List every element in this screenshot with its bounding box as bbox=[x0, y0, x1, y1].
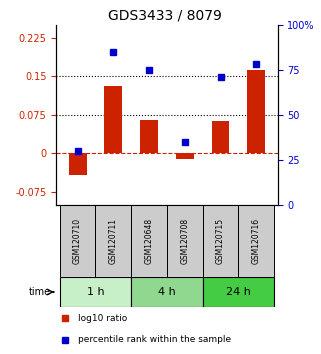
Text: 1 h: 1 h bbox=[87, 287, 104, 297]
Bar bbox=[203, 205, 239, 277]
Text: 24 h: 24 h bbox=[226, 287, 251, 297]
Bar bbox=[239, 205, 274, 277]
Bar bbox=[60, 277, 131, 307]
Text: GSM120648: GSM120648 bbox=[144, 218, 153, 264]
Text: GSM120715: GSM120715 bbox=[216, 218, 225, 264]
Text: 4 h: 4 h bbox=[158, 287, 176, 297]
Bar bbox=[140, 120, 158, 153]
Text: percentile rank within the sample: percentile rank within the sample bbox=[78, 335, 231, 344]
Bar bbox=[131, 277, 203, 307]
Text: GDS3433 / 8079: GDS3433 / 8079 bbox=[108, 9, 222, 23]
Bar bbox=[176, 153, 194, 159]
Bar bbox=[69, 153, 87, 175]
Text: time: time bbox=[29, 287, 51, 297]
Bar bbox=[247, 69, 265, 153]
Text: GSM120711: GSM120711 bbox=[109, 218, 118, 264]
Text: GSM120716: GSM120716 bbox=[252, 218, 261, 264]
Bar bbox=[95, 205, 131, 277]
Text: log10 ratio: log10 ratio bbox=[78, 314, 127, 322]
Bar bbox=[131, 205, 167, 277]
Bar bbox=[104, 86, 122, 153]
Bar bbox=[203, 277, 274, 307]
Bar bbox=[212, 121, 230, 153]
Text: GSM120710: GSM120710 bbox=[73, 218, 82, 264]
Text: GSM120708: GSM120708 bbox=[180, 218, 189, 264]
Bar bbox=[167, 205, 203, 277]
Bar bbox=[60, 205, 95, 277]
